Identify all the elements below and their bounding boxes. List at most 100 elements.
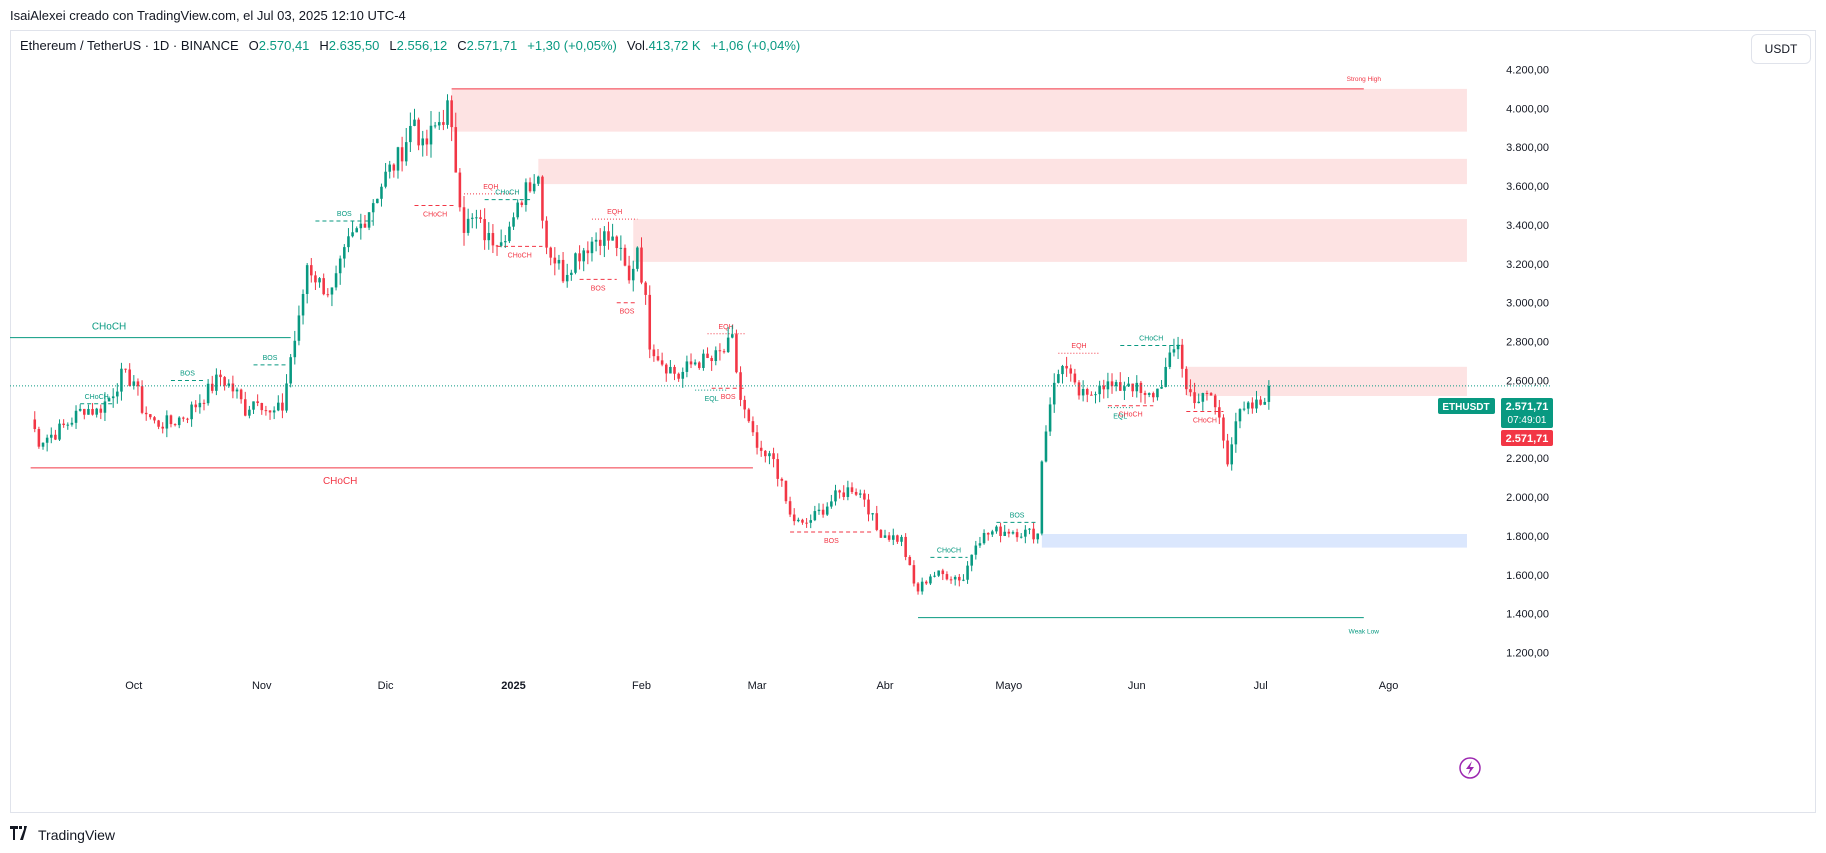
candle-body bbox=[495, 245, 499, 247]
y-tick-label: 3.800,00 bbox=[1506, 142, 1549, 154]
candle-body bbox=[454, 127, 458, 173]
zone-box bbox=[633, 219, 1467, 262]
candle-body bbox=[549, 247, 552, 258]
candle-body bbox=[681, 371, 685, 379]
candle-body bbox=[1024, 529, 1027, 537]
candle-body bbox=[153, 417, 156, 421]
candle-body bbox=[945, 574, 949, 580]
structure-marker-label: EQH bbox=[1071, 343, 1086, 350]
candle-body bbox=[640, 247, 643, 283]
legend-change: +1,30 (+0,05%) bbox=[527, 38, 617, 53]
lightning-icon[interactable] bbox=[1459, 757, 1481, 779]
candle-body bbox=[326, 294, 330, 296]
candle-body bbox=[561, 259, 565, 282]
candle-body bbox=[615, 236, 619, 249]
candle-body bbox=[871, 513, 874, 515]
candle-body bbox=[136, 381, 140, 387]
candle-body bbox=[590, 241, 594, 254]
candle-body bbox=[149, 414, 152, 418]
candle-body bbox=[231, 383, 235, 392]
candle-body bbox=[747, 409, 751, 422]
candle-body bbox=[718, 350, 722, 352]
candle-body bbox=[54, 434, 57, 440]
structure-marker-label: EQH bbox=[483, 184, 498, 191]
candle-body bbox=[107, 398, 111, 402]
candle-body bbox=[731, 334, 734, 338]
candle-body bbox=[896, 535, 899, 542]
candle-body bbox=[830, 501, 833, 507]
candle-body bbox=[355, 228, 358, 233]
candle-body bbox=[1040, 461, 1044, 534]
candle-body bbox=[1077, 382, 1081, 396]
level-label: CHoCH bbox=[92, 322, 126, 333]
candle-body bbox=[780, 478, 784, 481]
candle-body bbox=[949, 579, 953, 581]
candle-body bbox=[37, 429, 41, 447]
structure-marker-label: BOS bbox=[263, 355, 278, 362]
candle-body bbox=[297, 315, 301, 341]
candle-body bbox=[194, 404, 198, 408]
candle-body bbox=[1143, 392, 1147, 395]
candle-body bbox=[248, 409, 251, 416]
x-tick-label: Jul bbox=[1254, 680, 1268, 692]
candle-body bbox=[1147, 393, 1151, 395]
candle-body bbox=[186, 418, 189, 420]
candle-body bbox=[1032, 528, 1035, 540]
candle-body bbox=[161, 426, 164, 429]
candle-body bbox=[140, 386, 144, 413]
candle-body bbox=[285, 383, 288, 411]
x-tick-label: Dic bbox=[378, 680, 394, 692]
candle-body bbox=[565, 274, 569, 282]
candle-body bbox=[400, 147, 404, 162]
candle-body bbox=[504, 241, 507, 243]
candle-body bbox=[768, 453, 771, 457]
candle-body bbox=[99, 408, 103, 413]
footer-brand-name: TradingView bbox=[38, 827, 116, 843]
candle-body bbox=[958, 576, 961, 581]
price-tag-label: 2.571,71 bbox=[1506, 401, 1549, 413]
legend-symbol[interactable]: Ethereum / TetherUS · 1D · BINANCE bbox=[20, 38, 239, 53]
y-tick-label: 2.000,00 bbox=[1506, 492, 1549, 504]
candle-body bbox=[834, 490, 837, 502]
candle-body bbox=[157, 420, 160, 427]
candle-body bbox=[33, 419, 37, 430]
candle-body bbox=[528, 182, 532, 192]
candle-body bbox=[821, 509, 825, 515]
candle-body bbox=[1209, 393, 1213, 396]
candle-body bbox=[991, 531, 994, 535]
candle-body bbox=[466, 218, 470, 233]
candle-body bbox=[58, 423, 61, 440]
candle-body bbox=[1172, 349, 1176, 353]
legend-close-label: C bbox=[457, 38, 467, 53]
candle-body bbox=[227, 383, 231, 386]
chart-svg[interactable]: 4.200,00 4.000,00 3.800,00 3.600,00 3.400,00… bbox=[0, 0, 1826, 820]
candle-body bbox=[87, 408, 90, 415]
candle-body bbox=[1226, 440, 1229, 465]
candle-body bbox=[347, 236, 350, 248]
candle-body bbox=[301, 293, 305, 316]
candle-body bbox=[1213, 395, 1217, 408]
candle-body bbox=[74, 410, 78, 423]
candle-body bbox=[499, 242, 503, 246]
candle-body bbox=[1267, 385, 1271, 402]
footer-brand[interactable]: TradingView bbox=[10, 826, 115, 844]
x-tick-label: Oct bbox=[125, 680, 142, 692]
candle-body bbox=[974, 545, 978, 555]
candle-body bbox=[1114, 382, 1118, 387]
candle-body bbox=[516, 202, 519, 218]
candle-body bbox=[858, 493, 862, 495]
candle-body bbox=[739, 372, 742, 400]
candle-body bbox=[1193, 392, 1196, 404]
candle-body bbox=[1156, 388, 1159, 398]
y-tick-label: 2.600,00 bbox=[1506, 375, 1549, 387]
candle-body bbox=[260, 403, 264, 411]
candle-body bbox=[1164, 366, 1167, 387]
candle-body bbox=[664, 364, 668, 374]
candle-body bbox=[421, 138, 425, 146]
candle-body bbox=[553, 257, 557, 264]
y-tick-label: 4.200,00 bbox=[1506, 64, 1549, 76]
candle-body bbox=[413, 119, 416, 126]
candle-body bbox=[586, 250, 590, 254]
candle-body bbox=[813, 511, 817, 521]
currency-button[interactable]: USDT bbox=[1751, 34, 1811, 64]
